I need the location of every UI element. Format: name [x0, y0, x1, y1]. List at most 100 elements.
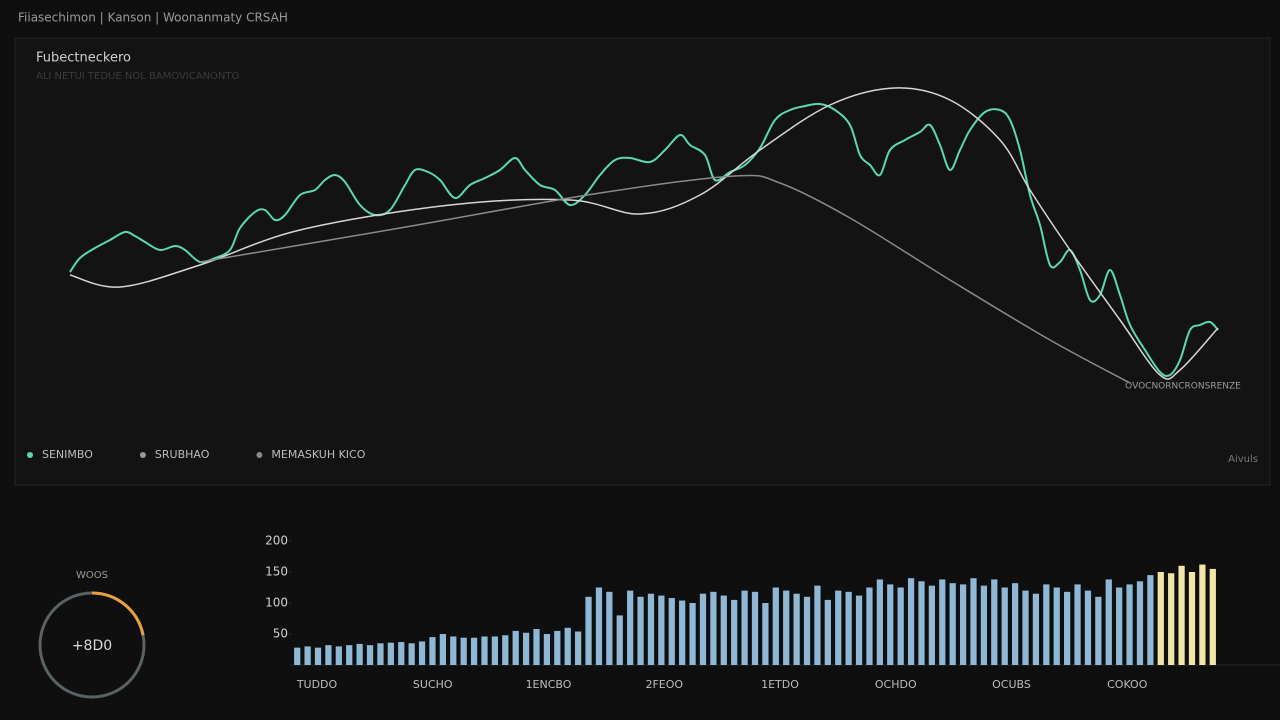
- bar: [803, 596, 811, 665]
- chart-title: Fubectneckero: [36, 51, 131, 66]
- bar: [897, 587, 904, 665]
- bar: [1011, 583, 1019, 665]
- bar: [1105, 579, 1112, 665]
- bar: [1178, 565, 1185, 665]
- bar: [616, 615, 623, 665]
- bar: [356, 643, 363, 665]
- bar: [1188, 572, 1196, 665]
- bar: [543, 634, 551, 665]
- line-series: [69, 87, 1219, 380]
- bar: [1053, 587, 1060, 665]
- bar: [1209, 568, 1216, 665]
- bar: [970, 578, 977, 665]
- legend-label: MEMASKUH KICO: [271, 448, 365, 461]
- legend-label: SRUBHAO: [155, 448, 210, 461]
- bar: [304, 646, 311, 665]
- bar: [460, 637, 467, 665]
- bar: [1001, 587, 1008, 665]
- bar: [481, 636, 488, 665]
- legend-dot: [139, 452, 146, 458]
- bar: [408, 643, 415, 665]
- bar: [1084, 590, 1092, 665]
- bar: [741, 590, 748, 665]
- bar: [314, 647, 322, 665]
- bar: [1043, 584, 1050, 665]
- bar: [907, 578, 915, 665]
- bar: [980, 585, 988, 665]
- bar: [564, 627, 571, 665]
- y-tick-label: 50: [273, 627, 288, 641]
- gauge-title: WOOS: [76, 570, 108, 581]
- bar: [502, 635, 509, 665]
- bar: [814, 585, 821, 665]
- y-tick-label: 100: [265, 596, 288, 610]
- x-tick-label: COKOO: [1107, 678, 1148, 691]
- bar: [637, 596, 644, 665]
- bar: [710, 591, 717, 665]
- x-tick-label: OCHDO: [875, 678, 917, 691]
- bar: [1074, 584, 1081, 665]
- bar: [575, 631, 582, 665]
- bar: [1157, 572, 1164, 665]
- x-tick-label: OCUBS: [992, 678, 1031, 691]
- bar: [429, 637, 436, 665]
- y-tick-label: 200: [265, 534, 288, 548]
- bar: [949, 583, 956, 665]
- bar: [606, 591, 613, 665]
- bar: [387, 642, 394, 665]
- bar: [1064, 591, 1071, 665]
- bar: [1022, 590, 1029, 665]
- bar: [668, 598, 675, 665]
- line-series: [69, 102, 1219, 378]
- bar: [325, 645, 332, 665]
- bar: [731, 599, 738, 665]
- bar: [398, 642, 405, 665]
- bar: [824, 599, 831, 665]
- legend-label: SENIMBO: [42, 448, 93, 461]
- x-tick-label: 1ENCBO: [526, 678, 572, 691]
- gauge-arc: [91, 591, 145, 636]
- bar: [533, 629, 540, 665]
- bar: [658, 595, 665, 665]
- chart-subtitle: ALI NETUI TEDUE NOL BAMOVICANONTO: [36, 71, 240, 82]
- x-tick-label: 1ETDO: [761, 678, 799, 691]
- bar: [470, 637, 478, 665]
- bar: [720, 595, 727, 665]
- bar: [1136, 581, 1144, 665]
- legend-dot: [256, 452, 263, 458]
- bar: [585, 596, 592, 665]
- y-tick-label: 150: [265, 565, 288, 579]
- bar: [855, 595, 863, 665]
- bar: [876, 579, 883, 665]
- bar: [689, 603, 696, 665]
- x-tick-label: SUCHO: [413, 678, 453, 691]
- bar: [991, 579, 998, 665]
- annotation: OVOCNORNCRONSRENZE: [1125, 382, 1241, 392]
- bar: [1095, 596, 1102, 665]
- annotation: Aivuls: [1228, 454, 1258, 465]
- x-tick-label: 2FEOO: [645, 678, 683, 691]
- bar: [959, 584, 967, 665]
- bar: [679, 600, 686, 665]
- legend-dot: [27, 452, 33, 458]
- bar: [346, 645, 353, 665]
- bar: [762, 603, 769, 665]
- bar: [294, 647, 301, 665]
- gauge-text: +8D0: [72, 638, 112, 654]
- bar: [699, 593, 707, 665]
- bar: [751, 591, 759, 665]
- bar: [793, 593, 800, 665]
- bar: [512, 630, 519, 665]
- bar: [1168, 573, 1175, 665]
- bar: [491, 636, 499, 665]
- bar: [1199, 564, 1206, 665]
- bar: [627, 590, 634, 665]
- bar: [647, 593, 655, 665]
- bar: [1116, 587, 1123, 665]
- bar: [554, 630, 561, 665]
- bar: [366, 645, 374, 665]
- bar: [845, 591, 852, 665]
- bar: [439, 634, 446, 665]
